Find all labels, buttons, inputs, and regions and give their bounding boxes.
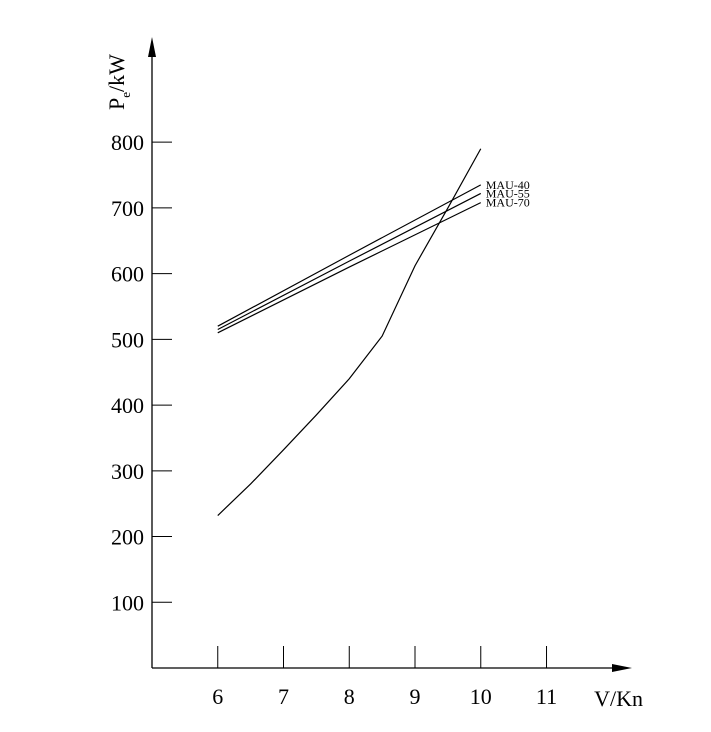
x-tick-label: 7 — [278, 684, 289, 709]
x-axis-label: V/Kn — [594, 686, 643, 711]
legend-label: MAU-55 — [486, 186, 530, 200]
line — [217, 148, 482, 516]
y-tick-label: 400 — [111, 393, 144, 418]
legend-label: MAU-70 — [486, 196, 530, 210]
y-tick-label: 100 — [111, 590, 144, 615]
line — [217, 202, 482, 334]
x-axis-arrow — [612, 664, 632, 672]
x-tick-label: 9 — [410, 684, 421, 709]
y-label-main: P — [104, 98, 129, 110]
legend-label: MAU-40 — [486, 178, 530, 192]
y-axis-arrow — [148, 37, 156, 57]
line — [217, 192, 482, 331]
x-tick-label: 8 — [344, 684, 355, 709]
y-tick-label: 600 — [111, 262, 144, 287]
x-tick-label: 6 — [212, 684, 223, 709]
y-tick-label: 800 — [111, 130, 144, 155]
y-label-sub: e — [118, 92, 133, 98]
x-tick-label: 10 — [470, 684, 492, 709]
y-tick-label: 700 — [111, 196, 144, 221]
y-label-rest: /kW — [104, 54, 129, 92]
line — [217, 184, 482, 327]
y-tick-label: 300 — [111, 459, 144, 484]
x-tick-label: 11 — [536, 684, 557, 709]
y-tick-label: 500 — [111, 327, 144, 352]
y-tick-label: 200 — [111, 525, 144, 550]
y-axis-label: Pe/kW — [104, 54, 133, 110]
